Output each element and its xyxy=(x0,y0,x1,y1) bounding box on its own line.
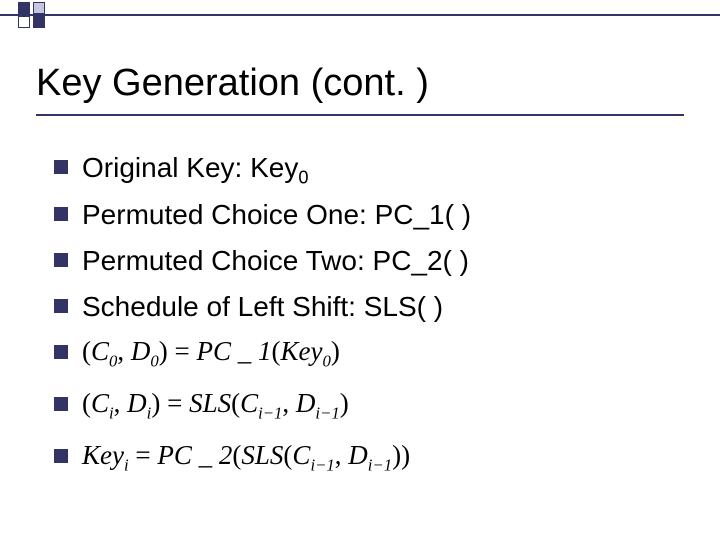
bullet-icon xyxy=(54,397,68,411)
bullet-icon xyxy=(54,345,68,359)
deco-square xyxy=(33,2,45,14)
list-item-text: Permuted Choice Two: PC_2( ) xyxy=(82,243,469,278)
list-item: Permuted Choice One: PC_1( ) xyxy=(54,197,674,235)
header-line xyxy=(0,14,720,16)
deco-square xyxy=(33,16,45,28)
bullet-icon xyxy=(54,160,68,174)
bullet-icon xyxy=(54,449,68,463)
slide-title: Key Generation (cont. ) xyxy=(36,62,429,105)
formula-text: (Ci, Di) = SLS(Ci−1, Di−1) xyxy=(82,387,349,423)
list-item: (C0, D0) = PC _ 1(Key0) xyxy=(54,335,674,373)
deco-square xyxy=(18,16,30,28)
bullet-icon xyxy=(54,299,68,313)
list-item: (Ci, Di) = SLS(Ci−1, Di−1) xyxy=(54,387,674,425)
list-item: Original Key: Key0 xyxy=(54,150,674,189)
bullet-icon xyxy=(54,207,68,221)
header-decoration xyxy=(0,0,720,28)
bullet-icon xyxy=(54,253,68,267)
list-item: Keyi = PC _ 2(SLS(Ci−1, Di−1)) xyxy=(54,439,674,477)
title-underline xyxy=(36,114,684,116)
list-item-text: Original Key: Key0 xyxy=(82,150,308,189)
list-item-text: Schedule of Left Shift: SLS( ) xyxy=(82,289,443,324)
bullet-list: Original Key: Key0 Permuted Choice One: P… xyxy=(54,150,674,491)
deco-square xyxy=(18,2,30,14)
list-item: Permuted Choice Two: PC_2( ) xyxy=(54,243,674,281)
formula-text: (C0, D0) = PC _ 1(Key0) xyxy=(82,335,340,371)
list-item: Schedule of Left Shift: SLS( ) xyxy=(54,289,674,327)
list-item-text: Permuted Choice One: PC_1( ) xyxy=(82,197,471,232)
formula-text: Keyi = PC _ 2(SLS(Ci−1, Di−1)) xyxy=(82,439,410,475)
